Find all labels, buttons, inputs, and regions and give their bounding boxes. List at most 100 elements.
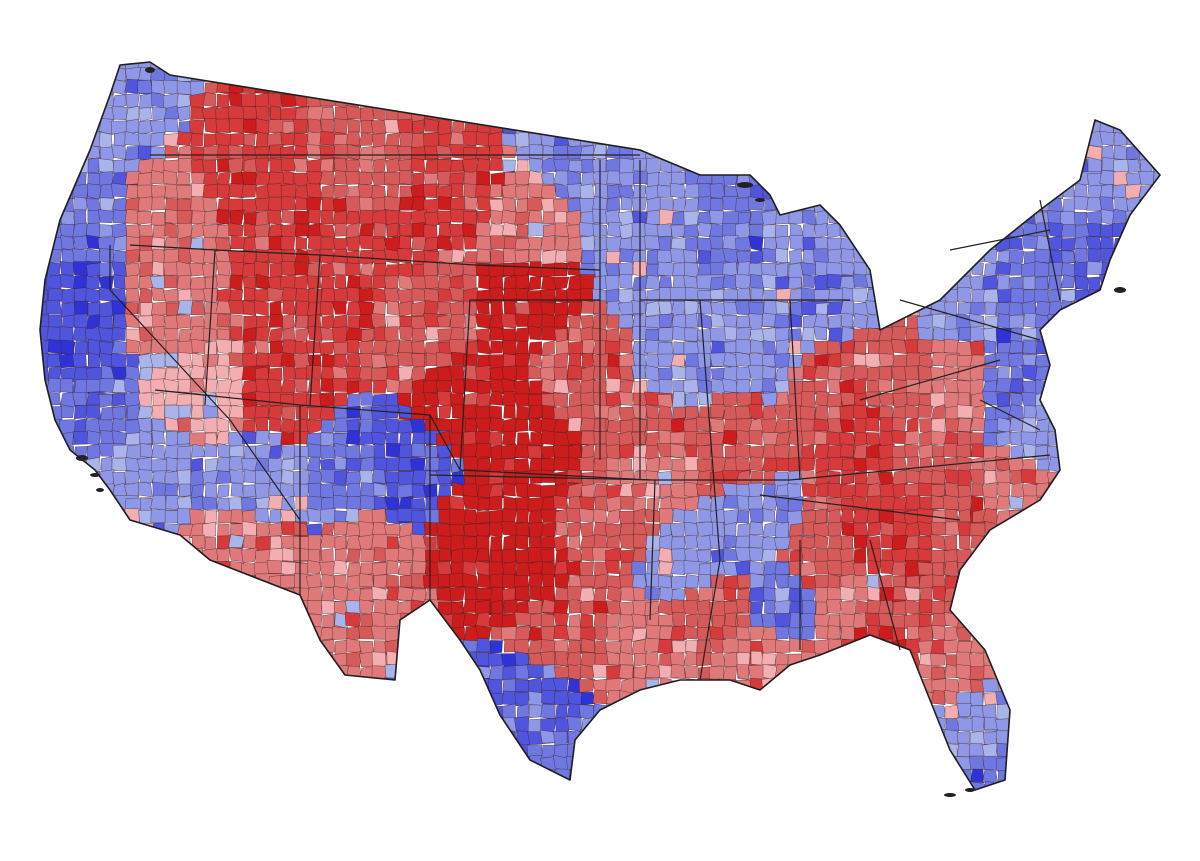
county-cell	[1113, 612, 1127, 627]
county-cell	[305, 755, 323, 772]
county-cell	[840, 248, 855, 264]
county-cell	[1022, 534, 1038, 551]
county-cell	[683, 730, 700, 745]
county-cell	[59, 106, 89, 122]
county-cell	[1152, 327, 1160, 343]
county-cell	[930, 236, 946, 250]
county-cell	[685, 313, 698, 329]
county-cell	[891, 470, 908, 486]
county-cell	[1074, 783, 1089, 790]
county-cell	[111, 651, 127, 666]
county-cell	[1112, 377, 1129, 406]
county-cell	[59, 796, 75, 810]
county-cell	[660, 143, 674, 161]
county-cell	[1114, 81, 1127, 96]
county-cell	[280, 612, 296, 629]
county-cell	[137, 743, 166, 758]
county-cell	[1151, 352, 1160, 367]
county-cell	[658, 456, 672, 471]
county-cell	[1034, 170, 1063, 185]
county-cell	[254, 198, 271, 212]
county-cell	[1021, 93, 1038, 108]
county-cell	[295, 236, 307, 250]
county-cell	[436, 677, 452, 692]
county-cell	[710, 741, 726, 772]
county-cell	[969, 469, 985, 485]
county-cell	[1139, 522, 1160, 538]
county-cell	[136, 211, 154, 225]
county-cell	[969, 67, 984, 83]
county-cell	[1074, 212, 1087, 226]
county-cell	[40, 588, 50, 602]
county-cell	[163, 274, 178, 289]
county-cell	[528, 276, 542, 291]
county-cell	[1099, 508, 1114, 522]
county-cell	[827, 418, 843, 433]
county-cell	[605, 119, 621, 134]
county-cell	[749, 626, 765, 640]
county-cell	[710, 92, 724, 108]
county-cell	[240, 703, 257, 719]
county-cell	[308, 795, 320, 808]
county-cell	[1022, 339, 1037, 354]
county-cell	[669, 66, 687, 94]
county-cell	[580, 106, 596, 120]
county-cell	[280, 67, 295, 83]
county-cell	[618, 391, 635, 406]
county-cell	[293, 145, 308, 160]
county-cell	[163, 704, 178, 718]
county-cell	[126, 664, 141, 694]
county-cell	[386, 482, 398, 499]
county-cell	[307, 443, 323, 458]
county-cell	[1139, 625, 1155, 641]
county-cell	[528, 68, 543, 82]
county-cell	[1126, 614, 1142, 629]
county-cell	[488, 62, 504, 69]
county-cell	[138, 261, 154, 278]
county-cell	[931, 223, 946, 240]
county-cell	[228, 664, 245, 680]
county-cell	[40, 62, 48, 70]
county-cell	[150, 170, 166, 185]
county-cell	[475, 703, 490, 720]
county-cell	[217, 796, 243, 810]
county-cell	[878, 392, 894, 407]
county-cell	[489, 521, 503, 538]
county-cell	[294, 340, 308, 355]
county-cell	[605, 378, 621, 393]
county-cell	[217, 183, 231, 200]
county-cell	[970, 443, 986, 458]
county-cell	[178, 562, 192, 576]
county-cell	[1086, 704, 1102, 719]
county-cell	[371, 340, 388, 354]
county-cell	[929, 261, 946, 275]
county-cell	[423, 703, 440, 717]
county-cell	[517, 432, 531, 446]
county-cell	[1007, 692, 1025, 720]
county-cell	[1023, 69, 1037, 83]
county-cell	[1152, 262, 1160, 291]
county-cell	[137, 405, 153, 419]
county-cell	[229, 795, 257, 810]
county-cell	[411, 222, 426, 239]
county-cell	[203, 586, 219, 600]
county-cell	[969, 92, 985, 108]
county-cell	[139, 754, 152, 769]
county-cell	[839, 432, 856, 446]
county-cell	[202, 197, 218, 211]
county-cell	[73, 405, 89, 420]
county-cell	[450, 586, 466, 602]
county-cell	[956, 209, 972, 224]
county-cell	[294, 691, 309, 706]
county-cell	[1008, 80, 1038, 96]
county-cell	[618, 172, 635, 187]
county-cell	[879, 209, 894, 225]
county-cell	[215, 626, 231, 642]
county-cell	[774, 66, 790, 82]
county-cell	[1113, 405, 1129, 420]
county-cell	[1139, 483, 1154, 498]
county-cell	[98, 677, 128, 693]
county-cell	[139, 93, 154, 109]
county-cell	[1125, 210, 1141, 238]
county-cell	[1112, 640, 1141, 655]
